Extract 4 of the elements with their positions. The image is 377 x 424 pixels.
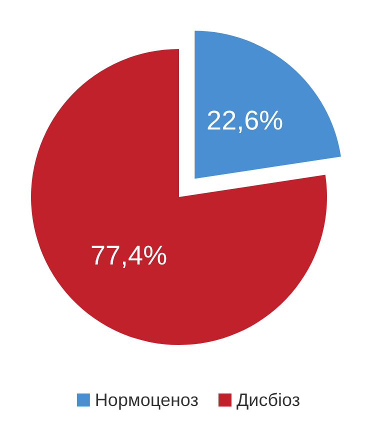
data-label: 77,4% <box>90 240 168 270</box>
data-label: 22,6% <box>206 105 284 136</box>
legend-label: Дисбіоз <box>236 390 300 410</box>
legend-label: Нормоценоз <box>94 390 198 410</box>
